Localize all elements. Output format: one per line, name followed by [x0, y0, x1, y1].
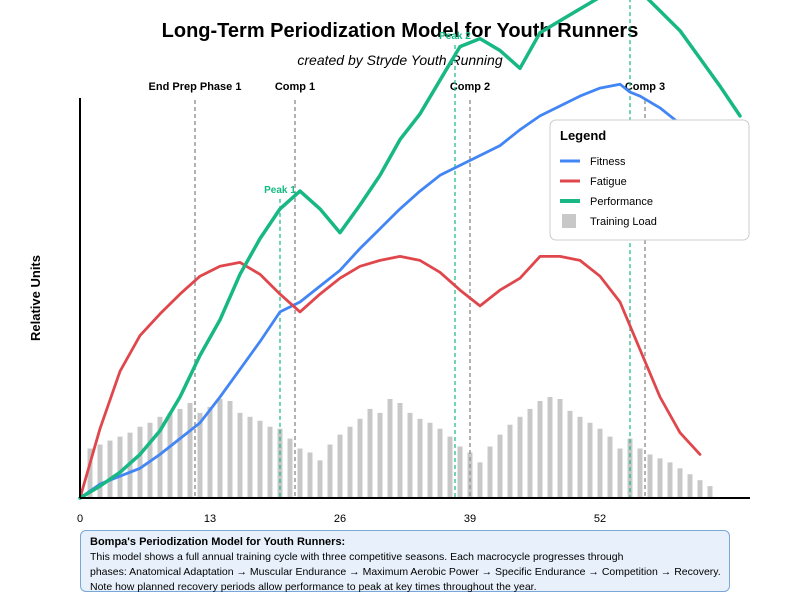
training-load-bar — [287, 438, 293, 498]
phase-markers: End Prep Phase 1 Comp 1 Comp 2 Comp 3 Peak 1… — [149, 0, 665, 498]
legend-entry-label: Performance — [590, 196, 653, 208]
training-load-bar — [377, 412, 383, 498]
training-load-bar — [137, 426, 143, 498]
chart-title: Long-Term Periodization Model for Youth … — [161, 20, 639, 42]
training-load-bar — [317, 460, 323, 498]
training-load-bar — [417, 418, 423, 498]
training-load-bar — [647, 454, 653, 498]
training-load-bar — [117, 436, 123, 498]
x-tick-label: 13 — [204, 513, 216, 525]
training-load-bar — [547, 397, 553, 498]
training-load-bar — [347, 426, 353, 498]
fatigue-line — [78, 254, 702, 500]
training-load-bar — [617, 448, 623, 498]
training-load-bar — [467, 452, 473, 498]
training-load-bar — [267, 426, 273, 498]
training-load-bar — [207, 406, 213, 498]
training-load-bar — [97, 444, 103, 498]
model-description-line: Note how planned recovery periods allow … — [90, 581, 537, 593]
training-load-bar — [487, 446, 493, 498]
fitness-line — [78, 82, 742, 500]
training-load-bar — [457, 446, 463, 498]
training-load-bar — [277, 428, 283, 498]
training-load-bar — [677, 468, 683, 498]
training-load-bar — [337, 434, 343, 498]
training-load-bar — [567, 410, 573, 498]
training-load-bars — [87, 397, 713, 498]
training-load-bar — [247, 416, 253, 498]
training-load-bar — [687, 474, 693, 498]
legend: Legend Fitness Fatigue Performance Training … — [549, 119, 750, 241]
training-load-bar — [437, 428, 443, 498]
training-load-bar — [157, 416, 163, 498]
legend-swatch — [562, 214, 576, 228]
training-load-bar — [257, 420, 263, 498]
training-load-bar — [607, 436, 613, 498]
x-tick-label: 39 — [464, 513, 476, 525]
peak-marker-label: Peak 2 — [439, 31, 471, 42]
training-load-bar — [537, 400, 543, 498]
training-load-bar — [177, 408, 183, 498]
training-load-bar — [397, 402, 403, 498]
legend-box — [549, 119, 750, 241]
training-load-bar — [237, 412, 243, 498]
training-load-bar — [227, 400, 233, 498]
training-load-bar — [597, 428, 603, 498]
phase-marker-label: End Prep Phase 1 — [149, 81, 242, 93]
training-load-bar — [587, 422, 593, 498]
legend-entry-label: Training Load — [590, 216, 657, 228]
training-load-bar — [297, 448, 303, 498]
training-load-bar — [517, 416, 523, 498]
training-load-bar — [577, 416, 583, 498]
peak-marker-label: Peak 1 — [264, 185, 296, 196]
phase-marker-label: Comp 3 — [625, 81, 665, 93]
training-load-bar — [477, 462, 483, 498]
training-load-bar — [697, 480, 703, 498]
legend-title: Legend — [560, 128, 606, 143]
training-load-bar — [197, 412, 203, 498]
phase-marker-label: Comp 2 — [450, 81, 490, 93]
training-load-bar — [527, 408, 533, 498]
x-tick-label: 52 — [594, 513, 606, 525]
training-load-bar — [87, 448, 93, 498]
training-load-bar — [407, 412, 413, 498]
axes: 0 13 26 39 52 Relative Units — [28, 98, 750, 525]
phase-marker-label: Comp 1 — [275, 81, 315, 93]
training-load-bar — [307, 452, 313, 498]
model-description-title: Bompa's Periodization Model for Youth Ru… — [90, 536, 346, 548]
training-load-bar — [107, 440, 113, 498]
training-load-bar — [447, 436, 453, 498]
training-load-bar — [357, 418, 363, 498]
training-load-bar — [187, 402, 193, 498]
training-load-bar — [707, 486, 713, 498]
training-load-bar — [217, 399, 223, 498]
training-load-bar — [497, 434, 503, 498]
legend-entry-label: Fatigue — [590, 176, 627, 188]
x-tick-label: 0 — [77, 513, 83, 525]
training-load-bar — [557, 399, 563, 498]
performance-line — [78, 0, 742, 500]
y-axis-label: Relative Units — [28, 255, 43, 341]
training-load-bar — [327, 444, 333, 498]
training-load-bar — [387, 399, 393, 498]
training-load-bar — [367, 408, 373, 498]
model-description-line: phases: Anatomical Adaptation → Muscular… — [90, 566, 721, 578]
x-tick-label: 26 — [334, 513, 346, 525]
model-description-box: Bompa's Periodization Model for Youth Ru… — [80, 530, 730, 593]
training-load-bar — [657, 458, 663, 498]
series-lines — [78, 0, 742, 500]
training-load-bar — [667, 462, 673, 498]
model-description-line: This model shows a full annual training … — [90, 551, 624, 563]
training-load-bar — [167, 412, 173, 498]
training-load-bar — [637, 448, 643, 498]
training-load-bar — [507, 424, 513, 498]
training-load-bar — [427, 422, 433, 498]
legend-entry-label: Fitness — [590, 156, 626, 168]
